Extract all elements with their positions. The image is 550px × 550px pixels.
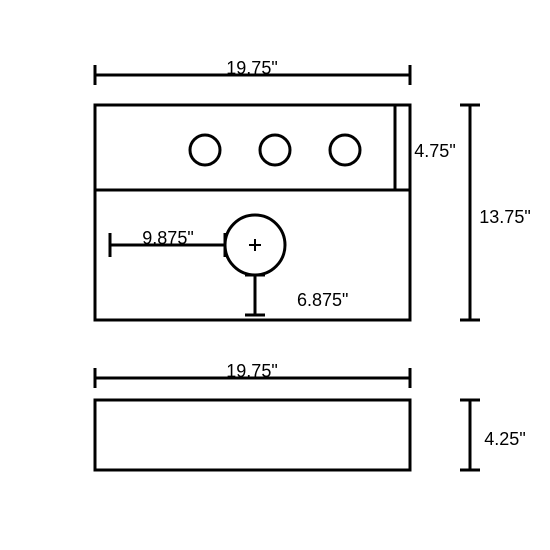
svg-text:9.875": 9.875" — [142, 228, 193, 248]
svg-text:4.25": 4.25" — [484, 429, 525, 449]
svg-text:4.75": 4.75" — [414, 141, 455, 161]
svg-text:19.75": 19.75" — [226, 361, 277, 381]
dimension-drawing: 19.75" 13.75" 4.75" 9.875" 6.875" 19.75" 4.25" — [0, 0, 550, 550]
svg-text:13.75": 13.75" — [479, 207, 530, 227]
svg-text:6.875": 6.875" — [297, 290, 348, 310]
svg-text:19.75": 19.75" — [226, 58, 277, 78]
